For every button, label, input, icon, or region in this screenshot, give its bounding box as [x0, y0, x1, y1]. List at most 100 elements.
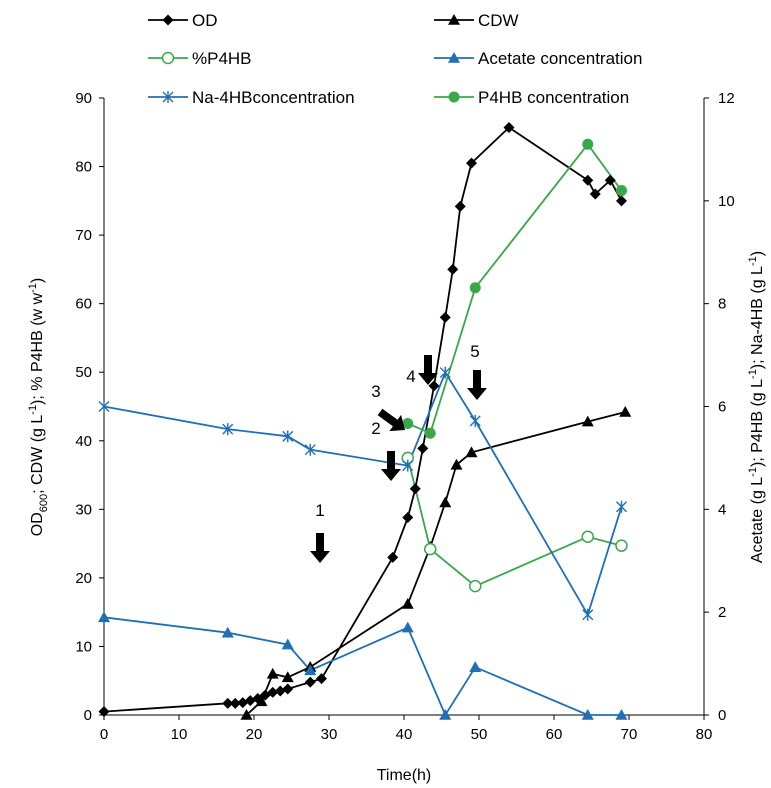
data-point-na-4hbconcentration [304, 443, 316, 456]
left-y-tick-label: 60 [75, 296, 92, 313]
left-y-axis-title: OD600; CDW (g L-1); % P4HB (w w-1) [27, 278, 50, 536]
data-point-na-4hbconcentration [616, 500, 627, 513]
data-point-acetate-concentration [581, 709, 594, 720]
data-point-acetate-concentration [401, 621, 414, 633]
data-point-cdw [581, 415, 594, 427]
data-point-p4hb [581, 530, 594, 544]
arrow-label: 4 [406, 367, 415, 386]
legend-item-na-4hbconcentration: Na-4HBconcentration [148, 88, 355, 107]
data-point-od [417, 442, 429, 454]
legend-label: CDW [478, 11, 519, 30]
data-point-cdw [465, 446, 478, 458]
data-point-cdw [439, 496, 452, 508]
data-point-p4hb-concentration [582, 138, 594, 150]
series-line-p4hb-concentration [407, 142, 623, 435]
annotations: 1 2 3 4 5 [310, 342, 487, 563]
data-point-p4hb-concentration [469, 282, 481, 294]
left-y-tick-label: 70 [75, 227, 92, 244]
right-y-tick-label: 0 [718, 707, 726, 724]
left-y-tick-label: 20 [75, 570, 92, 587]
data-point-od [466, 157, 477, 169]
arrow-label: 5 [470, 342, 479, 361]
data-point-na-4hbconcentration [469, 414, 481, 427]
arrow-icon [310, 533, 330, 563]
legend-item-od: OD [148, 11, 218, 30]
legend-marker [161, 51, 175, 65]
data-point-od [304, 676, 316, 688]
legend-marker [162, 14, 174, 26]
arrow-label: 2 [371, 419, 380, 438]
data-point-od [267, 686, 279, 698]
data-point-na-4hbconcentration [582, 608, 594, 621]
data-point-p4hb-concentration [402, 417, 414, 429]
legend-marker [448, 14, 460, 25]
arrow-icon [377, 408, 405, 432]
data-point-acetate-concentration [469, 661, 482, 672]
data-point-acetate-concentration [98, 611, 110, 623]
legend-marker [448, 91, 460, 103]
data-point-od [582, 174, 594, 186]
data-point-od [503, 121, 515, 133]
left-y-tick-label: 80 [75, 159, 92, 176]
axes [103, 98, 705, 716]
data-point-cdw [240, 709, 253, 720]
data-point-od [402, 512, 414, 524]
legend-marker [448, 52, 460, 63]
x-tick-label: 20 [246, 726, 263, 743]
x-tick-label: 50 [471, 726, 488, 743]
legend-label: OD [192, 11, 218, 30]
ticks: 0 10 20 30 40 50 60 70 80 0 10 20 30 40 50 60 70 80 90 0 2 4 6… [75, 90, 734, 743]
arrow-icon [467, 370, 487, 400]
legend-label: Acetate concentration [478, 49, 642, 68]
data-point-p4hb [469, 579, 482, 593]
data-point-acetate-concentration [615, 709, 628, 720]
data-point-od [439, 311, 451, 323]
data-point-od [229, 697, 241, 709]
right-y-tick-label: 12 [718, 90, 735, 107]
left-y-tick-label: 90 [75, 90, 92, 107]
data-point-cdw [281, 671, 294, 683]
data-point-od [589, 188, 601, 200]
arrow-label: 3 [371, 382, 380, 401]
x-tick-label: 0 [100, 726, 108, 743]
right-y-tick-label: 6 [718, 399, 726, 416]
left-y-tick-label: 40 [75, 433, 92, 450]
legend: OD CDW %P4HB Acetate concentration Na-4HBcon… [148, 11, 642, 107]
left-y-tick-label: 30 [75, 501, 92, 518]
data-point-na-4hbconcentration [282, 430, 294, 443]
right-y-tick-label: 4 [718, 501, 726, 518]
data-point-p4hb [615, 539, 628, 552]
data-point-od [98, 706, 110, 718]
series-line-p4hb [406, 457, 622, 588]
data-point-na-4hbconcentration [98, 400, 110, 413]
data-point-od [222, 697, 234, 709]
legend-label: Na-4HBconcentration [192, 88, 355, 107]
data-point-od [454, 200, 466, 212]
data-point-od [447, 263, 459, 275]
legend-item-p4hb-concentration: P4HB concentration [434, 88, 629, 107]
data-point-cdw [255, 695, 268, 707]
arrow-icon [418, 355, 438, 385]
legend-label: %P4HB [192, 49, 252, 68]
legend-item-cdw: CDW [434, 11, 519, 30]
data-point-p4hb-concentration [616, 185, 627, 197]
data-point-acetate-concentration [304, 664, 317, 676]
data-point-cdw [266, 667, 279, 679]
data-point-na-4hbconcentration [402, 459, 414, 472]
series-line-cdw [245, 411, 626, 716]
right-y-axis-title: Acetate (g L-1); P4HB (g L-1); Na-4HB (g… [747, 251, 766, 563]
data-point-od [282, 683, 294, 695]
right-y-tick-label: 2 [718, 604, 726, 621]
data-point-p4hb-concentration [424, 427, 436, 439]
data-point-acetate-concentration [439, 709, 452, 720]
x-tick-label: 40 [396, 726, 413, 743]
left-y-tick-label: 0 [84, 707, 92, 724]
right-y-tick-label: 8 [718, 296, 726, 313]
data-point-od [616, 195, 627, 207]
data-point-acetate-concentration [221, 626, 234, 638]
series-lines [103, 126, 626, 717]
legend-label: P4HB concentration [478, 88, 629, 107]
data-point-od [604, 174, 616, 186]
series-line-na-4hbconcentration [103, 370, 623, 617]
x-tick-label: 10 [171, 726, 188, 743]
